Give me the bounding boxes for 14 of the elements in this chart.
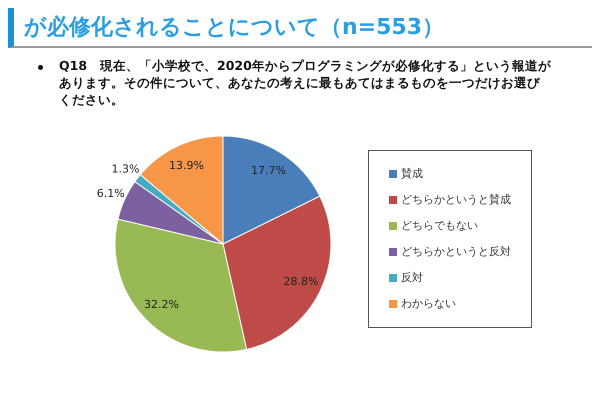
data-label: 13.9% — [168, 158, 204, 172]
legend-label: 賛成 — [401, 166, 423, 182]
chart-title: が必修化されることについて（n=553） — [8, 8, 592, 48]
data-label: 28.8% — [283, 274, 318, 288]
legend-label: わからない — [401, 296, 456, 312]
legend-label: 反対 — [401, 270, 423, 286]
data-label: 6.1% — [96, 186, 125, 200]
legend-label: どちらかというと賛成 — [401, 192, 511, 208]
data-label: 32.2% — [144, 298, 179, 311]
chart-subtitle: Q18 現在、「小学校で、2020年からプログラミングが必修化する」という報道があります。その件について、あなたの考えに最もあてはまるものを一つだけお選びください。 — [59, 58, 552, 109]
legend-label: どちらかというと反対 — [401, 244, 511, 260]
legend-label: どちらでもない — [401, 218, 478, 234]
data-label: 1.3% — [112, 162, 140, 175]
data-label: 17.7% — [251, 164, 286, 177]
